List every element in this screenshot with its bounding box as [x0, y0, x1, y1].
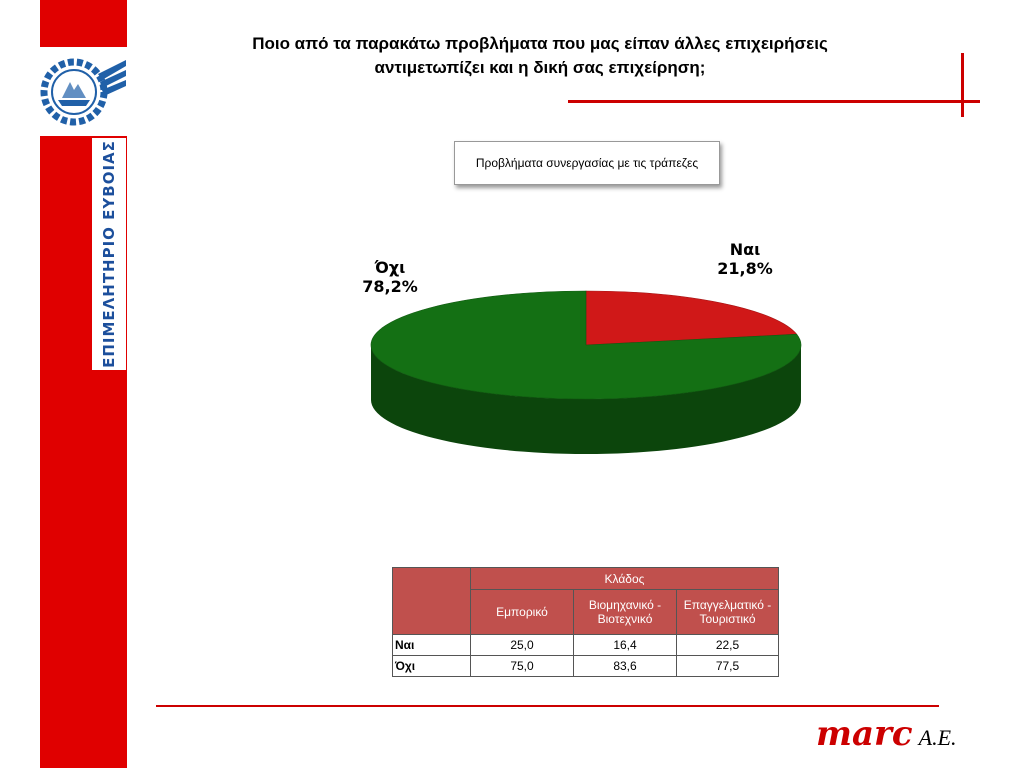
organization-banner: ΕΠΙΜΕΛΗΤΗΡΙΟ ΕΥΒΟΙΑΣ — [92, 138, 126, 370]
pie-label-no-name: Όχι — [374, 258, 406, 277]
table-column-header: Εμπορικό — [470, 589, 574, 635]
table-row: Όχι 75,0 83,6 77,5 — [392, 655, 779, 677]
table-cell: 16,4 — [573, 634, 677, 656]
pie-label-yes-value: 21,8% — [717, 259, 773, 278]
table-row: Ναι 25,0 16,4 22,5 — [392, 634, 779, 656]
table-row-label: Όχι — [392, 655, 471, 677]
decorative-line-horizontal — [568, 100, 980, 103]
chamber-seal-icon — [40, 58, 126, 126]
pie-slice-Ναι — [585, 290, 798, 346]
footer-line — [156, 705, 939, 707]
brand-suffix: A.E. — [918, 725, 957, 750]
table-cell: 25,0 — [470, 634, 574, 656]
brand-logo: marc A.E. — [816, 714, 957, 754]
table-header-row-2: Εμπορικό Βιομηχανικό - Βιοτεχνικό Επαγγε… — [393, 589, 779, 635]
table-column-header: Επαγγελματικό - Τουριστικό — [676, 589, 779, 635]
page-title-line-2: αντιμετωπίζει και η δική σας επιχείρηση; — [374, 58, 706, 77]
table-corner-cell — [392, 567, 471, 635]
table-cell: 83,6 — [573, 655, 677, 677]
pie-label-yes-name: Ναι — [729, 240, 761, 259]
table-cell: 77,5 — [676, 655, 779, 677]
table-group-header: Κλάδος — [470, 567, 779, 590]
table-cell: 75,0 — [470, 655, 574, 677]
pie-label-yes: Ναι 21,8% — [700, 240, 790, 278]
chart-title: Προβλήματα συνεργασίας με τις τράπεζες — [475, 155, 699, 170]
table-row-label: Ναι — [392, 634, 471, 656]
table-cell: 22,5 — [676, 634, 779, 656]
table-column-header: Βιομηχανικό - Βιοτεχνικό — [573, 589, 677, 635]
pie-slice-Όχι — [370, 290, 802, 400]
pie-side-Όχι-0 — [371, 345, 801, 454]
decorative-line-vertical — [961, 53, 964, 117]
chart-title-box: Προβλήματα συνεργασίας με τις τράπεζες — [454, 141, 720, 185]
cross-tab-table: Κλάδος Εμπορικό Βιομηχανικό - Βιοτεχνικό… — [392, 567, 779, 677]
page-title: Ποιο από τα παρακάτω προβλήματα που μας … — [190, 32, 890, 80]
brand-name: marc — [816, 714, 913, 754]
pie-label-no: Όχι 78,2% — [345, 258, 435, 296]
page-title-line-1: Ποιο από τα παρακάτω προβλήματα που μας … — [252, 34, 828, 53]
sidebar-red-bar-top — [40, 0, 127, 47]
pie-label-no-value: 78,2% — [362, 277, 418, 296]
table-header-row-1: Κλάδος — [392, 567, 779, 635]
